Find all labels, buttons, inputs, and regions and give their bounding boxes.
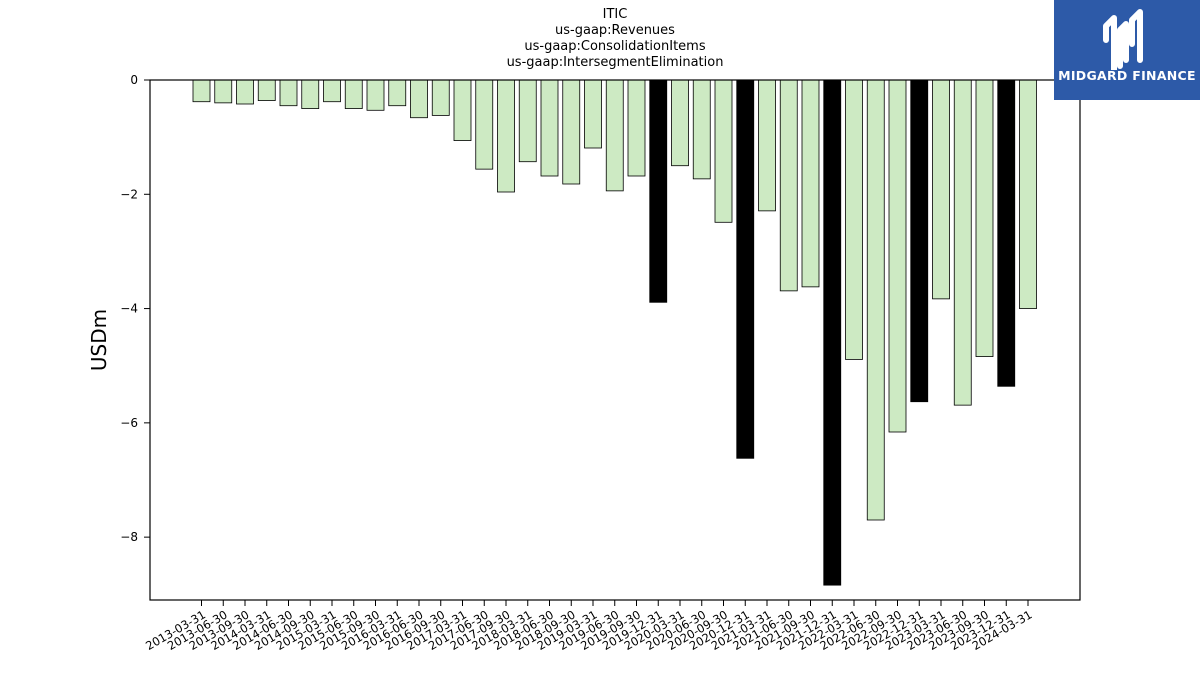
chart-title-line-4: us-gaap:IntersegmentElimination: [506, 55, 724, 70]
bar: [366, 79, 385, 111]
bar: [192, 79, 211, 103]
y-tick-label: −6: [120, 416, 138, 430]
y-tick-label: −4: [120, 302, 138, 316]
bar: [518, 79, 537, 163]
bar: [692, 79, 711, 180]
bar: [866, 79, 885, 521]
bar: [562, 79, 581, 185]
bar: [584, 79, 602, 149]
bar: [388, 79, 407, 107]
bar: [323, 79, 341, 103]
y-tick-label: −8: [120, 530, 138, 544]
bar: [475, 79, 494, 170]
bar: [605, 79, 624, 192]
bar: [431, 79, 450, 116]
midgard-finance-logo: MIDGARD FINANCE: [1054, 0, 1200, 100]
y-tick-label: −2: [120, 187, 138, 201]
bar: [497, 79, 515, 193]
bar: [627, 79, 646, 177]
bar: [736, 79, 755, 459]
bar: [214, 79, 233, 104]
bar: [453, 79, 472, 141]
bar: [953, 79, 972, 406]
bar: [1019, 79, 1037, 309]
bar: [888, 79, 907, 433]
bar: [975, 79, 994, 357]
chart-title-line-1: ITIC: [602, 7, 628, 22]
bar: [301, 79, 320, 109]
bar: [410, 79, 428, 119]
bar: [540, 79, 559, 177]
bar: [649, 79, 668, 303]
bar: [279, 79, 298, 107]
bar: [344, 79, 363, 109]
bar: [801, 79, 820, 288]
logo-text: MIDGARD FINANCE: [1058, 68, 1196, 83]
bar: [779, 79, 798, 292]
midgard-logo-icon: [1103, 9, 1143, 70]
bar: [997, 79, 1016, 387]
bar: [845, 79, 863, 360]
chart-title-line-2: us-gaap:Revenues: [555, 23, 675, 38]
y-tick-label: 0: [130, 73, 138, 87]
bar: [714, 79, 733, 223]
bar: [932, 79, 950, 300]
bar: [671, 79, 689, 167]
bar: [910, 79, 929, 403]
y-axis-label: USDm: [87, 309, 111, 371]
bar: [823, 79, 842, 586]
bar: [236, 79, 254, 105]
chart-title-line-3: us-gaap:ConsolidationItems: [524, 39, 706, 54]
bar: [257, 79, 276, 101]
bar: [758, 79, 776, 212]
